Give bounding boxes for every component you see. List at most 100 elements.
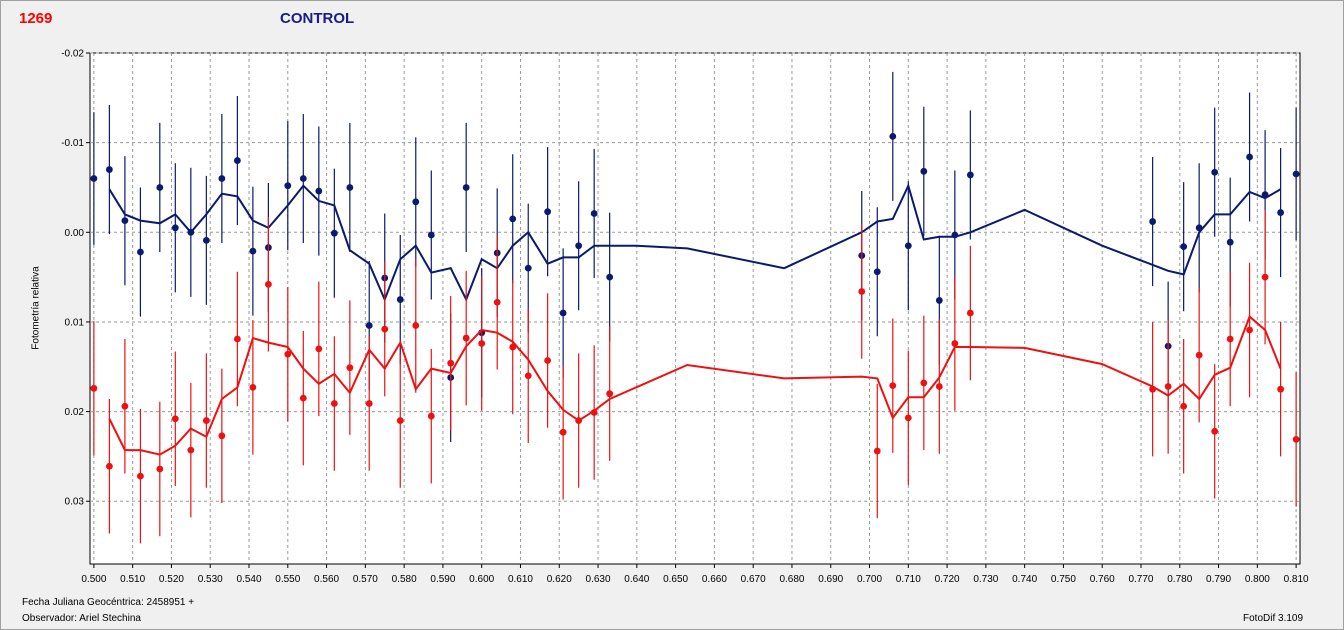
data-point xyxy=(935,383,943,390)
data-point xyxy=(427,231,435,239)
observer-label: Observador: Ariel Stechina xyxy=(22,613,141,624)
y-axis-label: Fotometría relativa xyxy=(30,266,42,350)
data-point xyxy=(315,187,323,195)
data-point xyxy=(264,280,272,288)
julian-date-label: Fecha Juliana Geocéntrica: 2458951 + xyxy=(22,597,195,608)
data-point xyxy=(137,472,144,480)
data-point xyxy=(171,415,179,423)
data-point xyxy=(1226,335,1234,343)
x-tick-label: 0.800 xyxy=(1245,574,1270,585)
y-tick-label: -0.02 xyxy=(61,49,84,60)
data-point xyxy=(559,309,567,317)
data-point xyxy=(284,182,292,190)
data-point xyxy=(249,247,257,255)
x-tick-label: 0.530 xyxy=(198,574,223,585)
data-point xyxy=(1246,326,1253,334)
x-tick-label: 0.690 xyxy=(818,574,843,585)
data-point xyxy=(315,345,323,353)
x-tick-label: 0.670 xyxy=(741,574,766,585)
x-tick-label: 0.570 xyxy=(353,574,378,585)
data-point xyxy=(187,228,195,236)
target-id: 1269 xyxy=(19,10,53,27)
data-point xyxy=(904,242,912,250)
data-point xyxy=(1261,191,1269,199)
x-tick-label: 0.560 xyxy=(314,574,339,585)
y-tick-label: 0.02 xyxy=(65,407,85,418)
x-tick-label: 0.710 xyxy=(896,574,921,585)
data-point xyxy=(590,409,598,416)
data-point xyxy=(284,350,292,358)
x-tick-label: 0.590 xyxy=(430,574,455,585)
data-point xyxy=(509,343,517,351)
data-point xyxy=(951,340,959,347)
data-point xyxy=(966,171,974,179)
data-point xyxy=(218,432,226,440)
data-point xyxy=(1211,427,1219,435)
x-tick-label: 0.600 xyxy=(469,574,494,585)
x-tick-label: 0.520 xyxy=(159,574,184,585)
data-point xyxy=(1277,209,1285,216)
x-tick-label: 0.540 xyxy=(236,574,261,585)
x-tick-label: 0.730 xyxy=(973,574,998,585)
data-point xyxy=(920,379,928,387)
data-point xyxy=(171,224,179,232)
x-tick-label: 0.700 xyxy=(857,574,882,585)
data-point xyxy=(493,298,501,306)
data-point xyxy=(1180,402,1188,410)
x-tick-label: 0.610 xyxy=(508,574,533,585)
data-point xyxy=(544,208,552,216)
chart-title: CONTROL xyxy=(280,10,355,27)
data-point xyxy=(1180,243,1188,251)
y-axis-ticks: -0.02 -0.01 0.00 0.01 0.02 0.03 xyxy=(61,49,90,508)
fit-line xyxy=(108,182,1282,303)
x-tick-label: 0.660 xyxy=(702,574,727,585)
x-tick-label: 0.770 xyxy=(1128,574,1153,585)
series-1 xyxy=(90,71,1300,443)
data-point xyxy=(524,372,532,380)
data-point xyxy=(233,335,241,343)
data-point xyxy=(966,309,974,317)
data-point xyxy=(1195,351,1203,359)
data-point xyxy=(346,184,354,191)
grid-lines xyxy=(90,52,1300,564)
data-point xyxy=(904,414,912,422)
data-point xyxy=(187,446,195,454)
x-tick-label: 0.810 xyxy=(1284,574,1309,585)
data-point xyxy=(606,390,614,398)
data-point xyxy=(202,236,210,244)
data-point xyxy=(105,166,113,173)
data-point xyxy=(137,248,144,256)
data-point xyxy=(462,184,470,191)
data-point xyxy=(889,382,897,389)
data-point xyxy=(365,400,373,407)
data-point xyxy=(1211,168,1219,176)
x-tick-label: 0.750 xyxy=(1051,574,1076,585)
data-point xyxy=(478,340,486,347)
x-tick-label: 0.780 xyxy=(1167,574,1192,585)
data-point xyxy=(462,334,470,342)
data-point xyxy=(346,364,354,372)
data-point xyxy=(156,465,164,473)
data-point xyxy=(1292,435,1300,443)
data-point xyxy=(951,231,959,239)
data-point xyxy=(575,242,583,250)
fit-line xyxy=(108,314,1282,456)
x-tick-label: 0.580 xyxy=(392,574,417,585)
data-point xyxy=(1149,385,1157,393)
data-point xyxy=(858,288,866,295)
data-point xyxy=(299,394,307,402)
data-point xyxy=(396,296,404,303)
data-point xyxy=(299,175,307,182)
data-point xyxy=(1226,238,1234,246)
data-point xyxy=(544,357,552,364)
x-tick-label: 0.640 xyxy=(624,574,649,585)
data-point xyxy=(218,175,226,182)
x-tick-label: 0.550 xyxy=(275,574,300,585)
data-point xyxy=(1277,385,1285,393)
data-point xyxy=(233,157,241,164)
data-point xyxy=(121,217,129,225)
data-point xyxy=(590,210,598,217)
data-point xyxy=(90,175,98,182)
data-point xyxy=(330,400,338,407)
